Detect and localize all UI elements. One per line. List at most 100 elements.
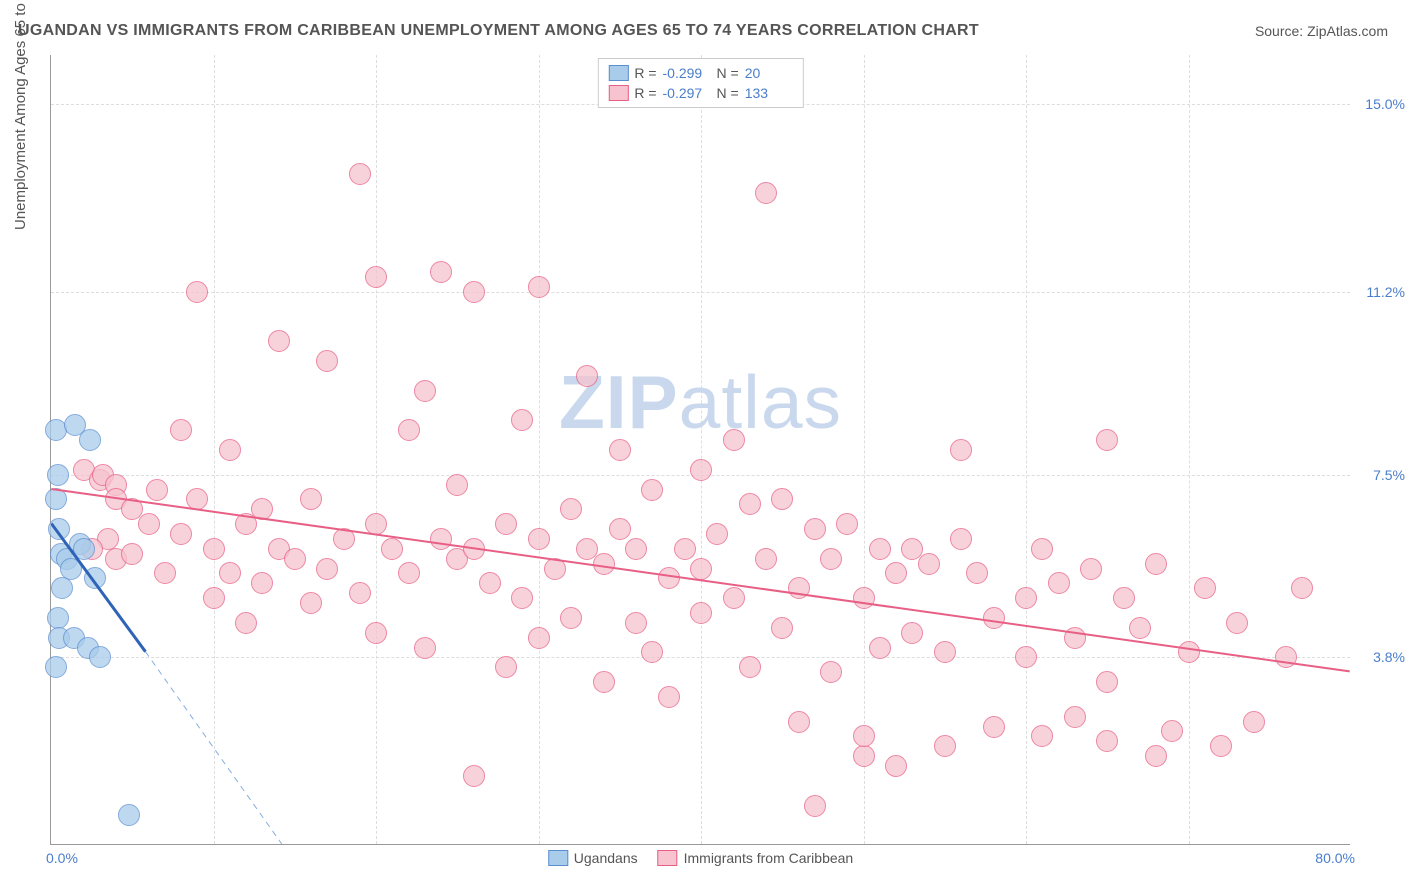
data-point-caribbean bbox=[1113, 587, 1135, 609]
gridline-v bbox=[701, 55, 702, 844]
data-point-caribbean bbox=[284, 548, 306, 570]
data-point-ugandan bbox=[47, 464, 69, 486]
data-point-caribbean bbox=[690, 558, 712, 580]
data-point-caribbean bbox=[609, 439, 631, 461]
data-point-caribbean bbox=[430, 261, 452, 283]
data-point-caribbean bbox=[853, 745, 875, 767]
data-point-caribbean bbox=[1064, 627, 1086, 649]
data-point-caribbean bbox=[804, 795, 826, 817]
data-point-caribbean bbox=[219, 562, 241, 584]
y-tick-label: 11.2% bbox=[1366, 284, 1405, 300]
data-point-caribbean bbox=[414, 380, 436, 402]
data-point-caribbean bbox=[641, 479, 663, 501]
data-point-caribbean bbox=[528, 276, 550, 298]
data-point-caribbean bbox=[463, 281, 485, 303]
data-point-ugandan bbox=[79, 429, 101, 451]
data-point-caribbean bbox=[1096, 671, 1118, 693]
data-point-caribbean bbox=[316, 558, 338, 580]
data-point-caribbean bbox=[349, 163, 371, 185]
data-point-caribbean bbox=[658, 686, 680, 708]
data-point-caribbean bbox=[771, 488, 793, 510]
data-point-caribbean bbox=[528, 528, 550, 550]
data-point-caribbean bbox=[365, 622, 387, 644]
data-point-caribbean bbox=[1145, 745, 1167, 767]
data-point-caribbean bbox=[560, 607, 582, 629]
data-point-caribbean bbox=[1178, 641, 1200, 663]
data-point-caribbean bbox=[885, 562, 907, 584]
y-axis-label: Unemployment Among Ages 65 to 74 years bbox=[12, 0, 29, 230]
data-point-caribbean bbox=[674, 538, 696, 560]
data-point-caribbean bbox=[1015, 646, 1037, 668]
data-point-caribbean bbox=[1243, 711, 1265, 733]
data-point-caribbean bbox=[593, 671, 615, 693]
data-point-caribbean bbox=[593, 553, 615, 575]
series-legend: Ugandans Immigrants from Caribbean bbox=[548, 850, 853, 866]
data-point-caribbean bbox=[918, 553, 940, 575]
data-point-caribbean bbox=[511, 409, 533, 431]
data-point-caribbean bbox=[625, 538, 647, 560]
data-point-caribbean bbox=[333, 528, 355, 550]
legend-item-caribbean: Immigrants from Caribbean bbox=[658, 850, 854, 866]
legend-row-ugandans: R = -0.299 N = 20 bbox=[608, 63, 792, 83]
legend-label-ugandans: Ugandans bbox=[574, 850, 638, 866]
swatch-ugandans bbox=[608, 65, 628, 81]
data-point-caribbean bbox=[755, 548, 777, 570]
gridline-v bbox=[1189, 55, 1190, 844]
data-point-caribbean bbox=[950, 439, 972, 461]
data-point-caribbean bbox=[1096, 730, 1118, 752]
data-point-caribbean bbox=[154, 562, 176, 584]
data-point-caribbean bbox=[885, 755, 907, 777]
n-label: N = bbox=[717, 85, 739, 101]
data-point-caribbean bbox=[934, 641, 956, 663]
data-point-caribbean bbox=[365, 513, 387, 535]
data-point-caribbean bbox=[170, 419, 192, 441]
data-point-caribbean bbox=[349, 582, 371, 604]
data-point-caribbean bbox=[609, 518, 631, 540]
data-point-caribbean bbox=[1015, 587, 1037, 609]
data-point-caribbean bbox=[820, 661, 842, 683]
gridline-v bbox=[539, 55, 540, 844]
data-point-caribbean bbox=[170, 523, 192, 545]
data-point-caribbean bbox=[463, 765, 485, 787]
data-point-caribbean bbox=[398, 419, 420, 441]
data-point-caribbean bbox=[1031, 538, 1053, 560]
data-point-caribbean bbox=[146, 479, 168, 501]
chart-header: UGANDAN VS IMMIGRANTS FROM CARIBBEAN UNE… bbox=[18, 22, 1388, 40]
data-point-ugandan bbox=[45, 656, 67, 678]
data-point-caribbean bbox=[950, 528, 972, 550]
data-point-caribbean bbox=[739, 656, 761, 678]
data-point-caribbean bbox=[723, 587, 745, 609]
gridline-v bbox=[214, 55, 215, 844]
data-point-caribbean bbox=[1031, 725, 1053, 747]
data-point-caribbean bbox=[576, 365, 598, 387]
data-point-caribbean bbox=[853, 587, 875, 609]
data-point-ugandan bbox=[118, 804, 140, 826]
data-point-caribbean bbox=[1226, 612, 1248, 634]
gridline-v bbox=[376, 55, 377, 844]
data-point-caribbean bbox=[544, 558, 566, 580]
data-point-caribbean bbox=[268, 330, 290, 352]
data-point-caribbean bbox=[690, 602, 712, 624]
data-point-caribbean bbox=[1048, 572, 1070, 594]
data-point-caribbean bbox=[1161, 720, 1183, 742]
n-label: N = bbox=[717, 65, 739, 81]
correlation-legend: R = -0.299 N = 20 R = -0.297 N = 133 bbox=[597, 58, 803, 108]
scatter-chart: ZIPatlas R = -0.299 N = 20 R = -0.297 N … bbox=[50, 55, 1350, 845]
data-point-caribbean bbox=[300, 488, 322, 510]
data-point-caribbean bbox=[706, 523, 728, 545]
data-point-caribbean bbox=[853, 725, 875, 747]
gridline-v bbox=[1026, 55, 1027, 844]
data-point-ugandan bbox=[47, 607, 69, 629]
data-point-caribbean bbox=[658, 567, 680, 589]
legend-label-caribbean: Immigrants from Caribbean bbox=[684, 850, 854, 866]
r-value-ugandans: -0.299 bbox=[663, 65, 711, 81]
r-label: R = bbox=[634, 65, 656, 81]
data-point-caribbean bbox=[804, 518, 826, 540]
n-value-caribbean: 133 bbox=[745, 85, 793, 101]
data-point-caribbean bbox=[495, 656, 517, 678]
data-point-caribbean bbox=[869, 637, 891, 659]
y-tick-label: 15.0% bbox=[1365, 96, 1405, 112]
data-point-caribbean bbox=[430, 528, 452, 550]
data-point-caribbean bbox=[446, 474, 468, 496]
data-point-caribbean bbox=[528, 627, 550, 649]
